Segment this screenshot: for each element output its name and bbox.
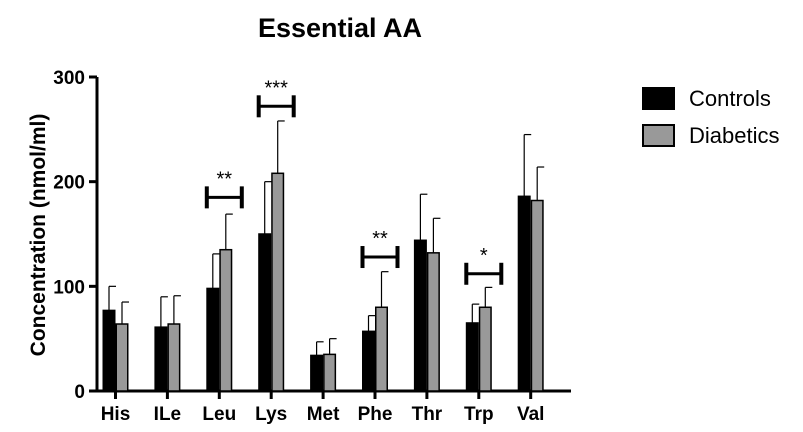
bar-diabetics-lys [271, 172, 285, 392]
x-tick-label: Thr [412, 404, 443, 425]
y-tick-label: 300 [53, 68, 85, 89]
y-axis-label: Concentration (nmol/ml) [27, 114, 50, 357]
significance-label: *** [265, 77, 289, 99]
x-tick-label: Val [517, 404, 544, 425]
y-tick-label: 0 [74, 382, 85, 403]
significance-label: ** [217, 168, 233, 190]
x-tick-label: Leu [202, 404, 236, 425]
bar-controls-ile [154, 326, 168, 392]
bar-diabetics-trp [478, 306, 492, 392]
x-tick-label: Lys [255, 404, 287, 425]
bar-diabetics-val [530, 199, 544, 392]
bar-diabetics-ile [167, 323, 181, 392]
significance-bracket: ** [204, 168, 244, 209]
bar-controls-met [310, 354, 324, 392]
bar-controls-thr [413, 239, 427, 392]
significance-bracket: ** [360, 228, 400, 269]
bar-diabetics-his [115, 323, 129, 392]
bar-controls-trp [465, 322, 479, 392]
x-tick-label: Trp [464, 404, 494, 425]
bar-controls-phe [362, 330, 375, 392]
bar-diabetics-leu [219, 248, 233, 392]
x-tick-label: Met [307, 404, 340, 425]
significance-label: ** [372, 228, 388, 250]
significance-label: * [480, 245, 488, 267]
legend-label-controls: Controls [689, 86, 771, 111]
bar-diabetics-met [323, 353, 337, 392]
bar-controls-val [517, 195, 531, 392]
x-tick-label: His [101, 404, 131, 425]
bar-diabetics-thr [426, 252, 440, 392]
legend-swatch-diabetics [642, 124, 675, 147]
significance-bracket: *** [256, 77, 296, 118]
bar-controls-lys [258, 233, 272, 392]
y-tick-label: 200 [53, 173, 85, 194]
x-tick-label: Phe [358, 404, 393, 425]
bar-controls-his [102, 309, 116, 392]
bar-controls-leu [206, 287, 220, 392]
bar-diabetics-phe [375, 306, 388, 392]
legend-swatch-controls [642, 87, 675, 110]
significance-bracket: * [464, 245, 504, 285]
legend: Controls Diabetics [642, 86, 779, 148]
legend-label-diabetics: Diabetics [689, 123, 779, 148]
y-tick-label: 100 [53, 277, 85, 298]
chart-title: Essential AA [258, 13, 422, 43]
x-tick-label: ILe [154, 404, 181, 425]
